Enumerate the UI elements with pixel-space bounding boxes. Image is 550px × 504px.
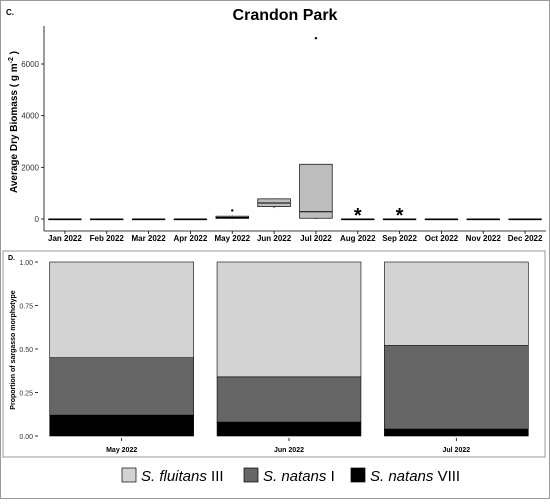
significance-asterisk: *: [354, 205, 362, 227]
box-feb-2022: [90, 218, 124, 221]
box-jun-2022: [257, 198, 291, 209]
panel-c-x-tick-label: May 2022: [214, 234, 250, 243]
panel-c-label: C.: [6, 8, 14, 17]
panel-c-y-axis: 0 2000 4000 6000: [21, 26, 45, 231]
panel-c-x-tick-label: Aug 2022: [340, 234, 376, 243]
panel-c-x-tick-label: Sep 2022: [382, 234, 417, 243]
panel-d-x-axis: May 2022 Jun 2022 Jul 2022: [106, 438, 470, 454]
panel-c-x-tick-label: Jan 2022: [48, 234, 82, 243]
panel-c-y-axis-title: Average Dry Biomass ( g m-2 ): [8, 51, 20, 193]
bar-segment-may-2022: [49, 261, 194, 358]
panel-d-y-tick-label: 1.00: [19, 260, 33, 267]
panel-c-x-tick-label: Feb 2022: [90, 234, 125, 243]
box-mar-2022: [131, 218, 166, 221]
panel-d-bars: [49, 261, 529, 437]
legend-swatch: [350, 467, 366, 483]
box-may-2022: [215, 215, 249, 219]
bar-segment-may-2022: [49, 357, 194, 416]
panel-c-x-tick-label: Apr 2022: [174, 234, 208, 243]
legend-label: S. fluitans III: [141, 468, 224, 485]
panel-c-x-tick-label: Jul 2022: [300, 234, 332, 243]
panel-c-y-tick-label: 0: [35, 215, 40, 224]
bar-segment-may-2022: [49, 414, 194, 437]
outlier-point: [314, 36, 318, 40]
bar-segment-jul-2022: [384, 261, 529, 346]
panel-d-y-axis-title: Proportion of sargasso morphotype: [10, 290, 17, 410]
box-jan-2022: [48, 218, 82, 221]
box-aug-2022: [341, 218, 375, 221]
bar-segment-jul-2022: [384, 345, 529, 430]
box-body: [299, 163, 333, 219]
panel-c-x-tick-label: Dec 2022: [508, 234, 543, 243]
box-oct-2022: [424, 218, 459, 221]
legend-label-species: S. natans: [263, 468, 327, 485]
legend: S. fluitans III S. natans I S. natans VIII: [121, 467, 460, 485]
box-dec-2022: [508, 218, 542, 221]
box-sep-2022: [382, 218, 417, 221]
panel-c-x-tick-label: Jun 2022: [257, 234, 292, 243]
panel-d-frame: [2, 250, 546, 458]
box-nov-2022: [466, 218, 500, 221]
legend-swatch: [243, 467, 259, 483]
panel-c-y-tick-label: 2000: [21, 163, 39, 172]
bar-segment-jun-2022: [216, 376, 362, 423]
panel-c-x-tick-label: Mar 2022: [131, 234, 166, 243]
panel-c-title: Crandon Park: [233, 7, 338, 24]
bar-segment-jun-2022: [216, 261, 362, 378]
legend-label-morphotype: I: [331, 468, 335, 485]
panel-d-label: D.: [8, 255, 15, 262]
bar-segment-jul-2022: [384, 428, 529, 437]
panel-c-y-tick-label: 4000: [21, 112, 39, 121]
box-jul-2022: [299, 163, 333, 219]
panel-d: D. Proportion of sargasso morphotype 0.0…: [2, 250, 546, 458]
panel-d-y-axis: 0.00 0.25 0.50 0.75 1.00: [19, 260, 38, 441]
panel-c: C. Crandon Park Average Dry Biomass ( g …: [6, 7, 546, 243]
panel-d-x-tick-label: May 2022: [106, 447, 137, 454]
significance-asterisk: *: [396, 205, 404, 227]
panel-d-x-tick-label: Jun 2022: [274, 447, 304, 454]
panel-c-x-tick-label: Oct 2022: [425, 234, 459, 243]
panel-d-y-tick-label: 0.25: [19, 391, 33, 398]
panel-d-x-tick-label: Jul 2022: [443, 447, 471, 454]
panel-c-x-axis: Jan 2022 Feb 2022 Mar 2022 Apr 2022 May 2022…: [44, 230, 546, 243]
panel-d-y-tick-label: 0.75: [19, 304, 33, 311]
panel-c-boxes: * *: [48, 36, 542, 227]
legend-label-species: S. natans: [370, 468, 434, 485]
legend-label: S. natans VIII: [370, 468, 460, 485]
legend-label: S. natans I: [263, 468, 335, 485]
bar-segment-jun-2022: [216, 421, 362, 437]
outlier-point: [231, 209, 234, 212]
legend-label-morphotype: III: [211, 468, 224, 485]
legend-label-morphotype: VIII: [438, 468, 461, 485]
legend-label-species: S. fluitans: [141, 468, 207, 485]
panel-c-y-tick-label: 6000: [21, 60, 39, 69]
panel-d-y-tick-label: 0.50: [19, 347, 33, 354]
legend-swatch: [121, 467, 137, 483]
panel-d-y-tick-label: 0.00: [19, 434, 33, 441]
box-apr-2022: [173, 218, 208, 221]
panel-c-x-tick-label: Nov 2022: [466, 234, 502, 243]
